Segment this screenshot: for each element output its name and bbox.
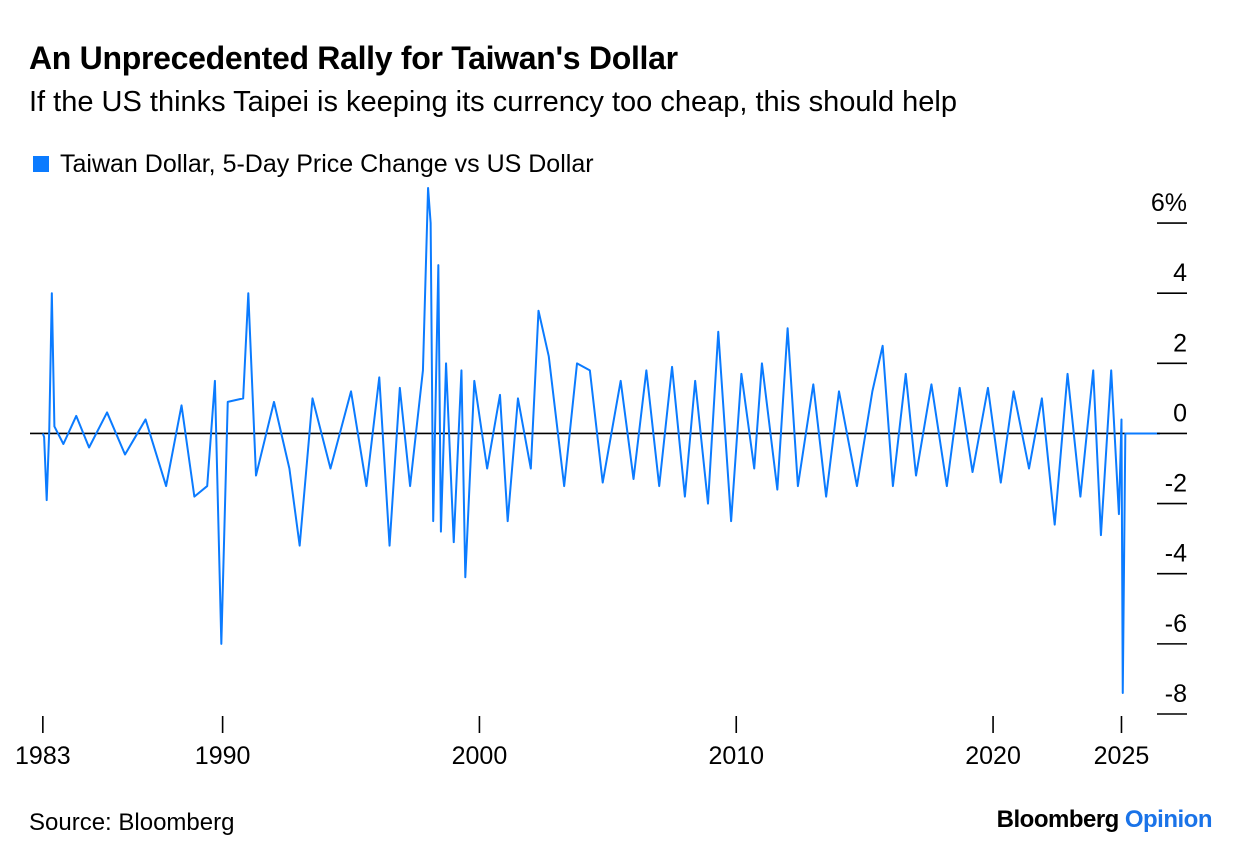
brand-name: Bloomberg: [996, 806, 1120, 833]
y-tick-label: 6%: [1151, 189, 1187, 217]
chart-title: An Unprecedented Rally for Taiwan's Doll…: [29, 40, 678, 76]
brand-product: Opinion: [1124, 806, 1213, 833]
y-tick-label: 2: [1173, 329, 1187, 357]
brand-logo: Bloomberg Opinion: [996, 806, 1213, 834]
x-tick-label: 1983: [15, 742, 71, 770]
x-tick-label: 1990: [195, 742, 251, 770]
legend-label: Taiwan Dollar, 5-Day Price Change vs US …: [60, 149, 594, 178]
series-line-0: [41, 187, 1160, 694]
y-tick-label: -2: [1165, 470, 1187, 498]
legend-swatch: [33, 156, 49, 172]
chart-subtitle: If the US thinks Taipei is keeping its c…: [29, 86, 957, 118]
y-tick-label: 0: [1173, 399, 1187, 427]
x-tick-label: 2000: [452, 742, 508, 770]
y-tick-label: -8: [1165, 680, 1187, 708]
x-tick-label: 2010: [708, 742, 764, 770]
y-tick-label: -4: [1165, 540, 1187, 568]
y-tick-label: -6: [1165, 610, 1187, 638]
x-tick-label: 2025: [1094, 742, 1150, 770]
x-tick-label: 2020: [965, 742, 1021, 770]
source-note: Source: Bloomberg: [29, 809, 235, 836]
y-tick-label: 4: [1173, 259, 1187, 287]
legend: Taiwan Dollar, 5-Day Price Change vs US …: [33, 149, 594, 179]
